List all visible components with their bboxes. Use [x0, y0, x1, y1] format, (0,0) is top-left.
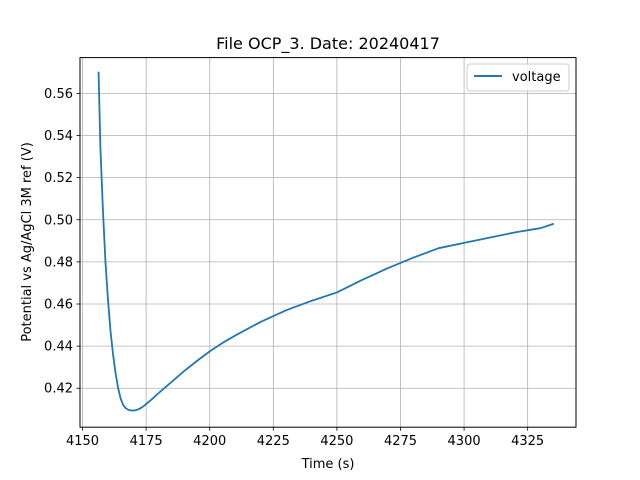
y-tick-label: 0.48	[44, 255, 73, 270]
x-tick-label: 4175	[130, 434, 163, 449]
legend: voltage	[466, 63, 570, 92]
y-tick-label: 0.46	[44, 298, 73, 313]
y-axis-label: Potential vs Ag/AgCl 3M ref (V)	[20, 142, 35, 342]
grid	[80, 57, 576, 428]
y-tick-label: 0.56	[44, 87, 73, 102]
chart-title: File OCP_3. Date: 20240417	[216, 34, 440, 54]
plot-frame	[79, 57, 577, 428]
ticks: 4150 4175 4200 4225 4250 4275 4300 4325 0.42 0.44…	[44, 87, 544, 449]
y-tick-label: 0.52	[44, 171, 73, 186]
y-tick-label: 0.42	[44, 382, 73, 397]
series-line-voltage	[97, 71, 555, 412]
y-tick-label: 0.44	[44, 340, 73, 355]
x-axis-label: Time (s)	[301, 457, 355, 472]
plot-lines	[97, 71, 555, 412]
legend-frame	[466, 63, 570, 92]
x-tick-label: 4325	[511, 434, 544, 449]
y-tick-label: 0.54	[44, 129, 73, 144]
x-tick-label: 4275	[384, 434, 417, 449]
x-tick-label: 4300	[448, 434, 481, 449]
x-tick-label: 4150	[66, 434, 99, 449]
y-tick-label: 0.50	[44, 213, 73, 228]
x-tick-label: 4200	[193, 434, 226, 449]
x-tick-label: 4225	[257, 434, 290, 449]
x-tick-label: 4250	[320, 434, 353, 449]
legend-label-voltage: voltage	[512, 70, 561, 85]
